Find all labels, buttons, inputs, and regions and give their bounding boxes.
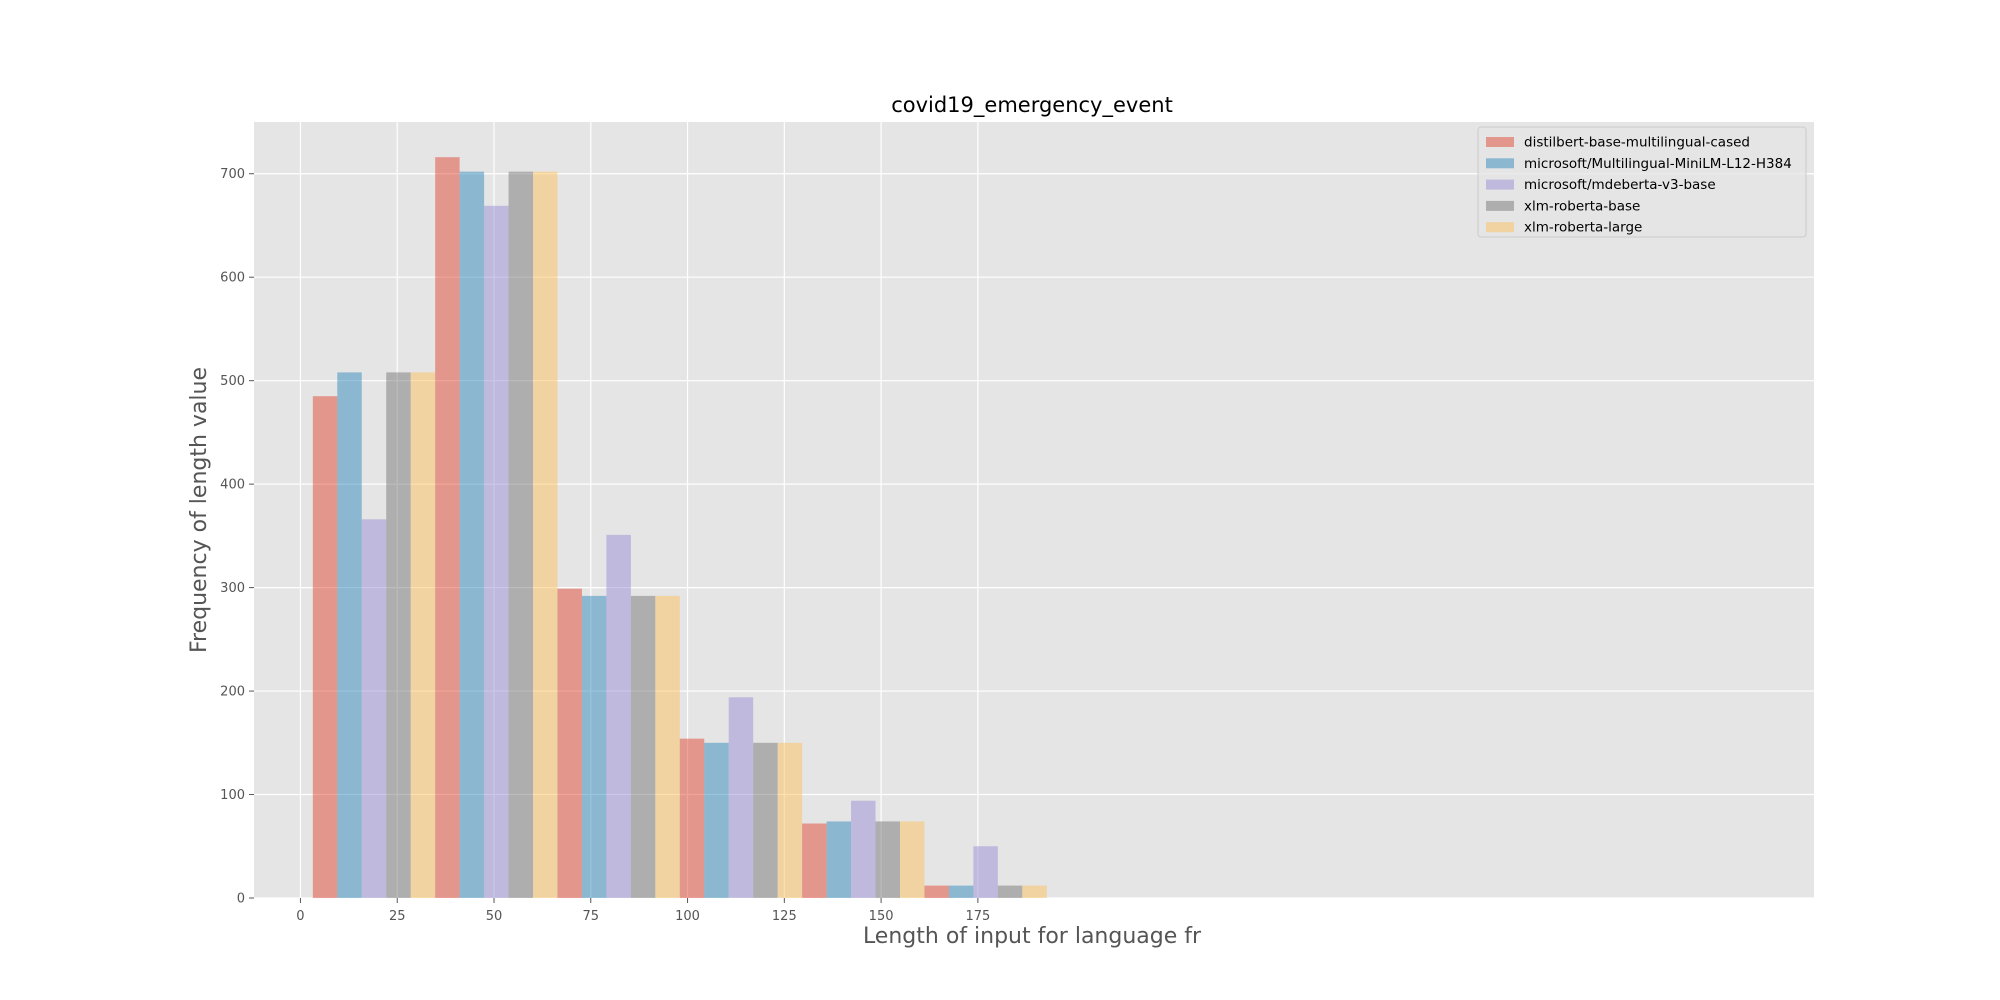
bar xyxy=(410,372,436,898)
bar xyxy=(337,372,362,898)
bar xyxy=(386,372,411,898)
bar xyxy=(484,205,509,899)
legend-label: xlm-roberta-large xyxy=(1524,220,1642,236)
x-tick-label: 50 xyxy=(486,909,503,924)
bar xyxy=(899,821,925,898)
bar xyxy=(1022,885,1047,898)
y-tick-label: 700 xyxy=(220,167,245,182)
bar xyxy=(973,846,998,898)
bars xyxy=(312,157,1047,899)
bar xyxy=(459,171,485,898)
bar xyxy=(802,823,827,898)
bar xyxy=(875,821,900,898)
bar xyxy=(777,742,803,898)
y-tick-label: 0 xyxy=(237,892,245,907)
legend-frame xyxy=(1477,126,1807,238)
y-tick-label: 500 xyxy=(220,374,245,389)
y-tick-label: 300 xyxy=(220,581,245,596)
bar xyxy=(557,588,582,898)
y-tick-label: 600 xyxy=(220,271,245,286)
legend-swatch xyxy=(1486,200,1514,211)
chart-title: covid19_emergency_event xyxy=(891,93,1173,118)
bar xyxy=(924,885,949,898)
bar xyxy=(753,742,778,898)
legend-label: microsoft/mdeberta-v3-base xyxy=(1524,177,1716,193)
legend: distilbert-base-multilingual-cased micros… xyxy=(1477,126,1807,238)
legend-swatch xyxy=(1486,179,1514,190)
bar xyxy=(851,800,876,898)
bar xyxy=(361,519,387,898)
x-tick-label: 175 xyxy=(965,909,990,924)
bar xyxy=(679,738,705,898)
bar xyxy=(435,157,460,899)
x-axis-label: Length of input for language fr xyxy=(863,924,1202,949)
x-tick-label: 125 xyxy=(772,909,797,924)
bar xyxy=(533,171,558,898)
x-tick-label: 25 xyxy=(389,909,406,924)
x-tick-label: 0 xyxy=(296,909,304,924)
bar xyxy=(704,742,729,898)
bar xyxy=(948,885,974,898)
legend-label: xlm-roberta-base xyxy=(1524,198,1640,214)
y-tick-label: 400 xyxy=(220,478,245,493)
x-tick-label: 100 xyxy=(675,909,700,924)
y-tick-label: 200 xyxy=(220,685,245,700)
bar xyxy=(581,595,607,898)
bar xyxy=(312,396,338,898)
bar xyxy=(630,595,656,898)
legend-swatch xyxy=(1486,137,1514,147)
bar xyxy=(826,821,852,898)
bar xyxy=(997,885,1023,898)
x-tick-label: 150 xyxy=(869,909,894,924)
y-tick-label: 100 xyxy=(220,788,245,803)
y-axis-label: Frequency of length value xyxy=(187,367,212,653)
ticks: 0 25 50 75 100 125 150 175 0 100 200 300 400 500 600 70… xyxy=(220,167,990,924)
x-tick-label: 75 xyxy=(583,909,600,924)
bar xyxy=(508,171,534,898)
bar xyxy=(655,595,680,898)
legend-swatch xyxy=(1486,158,1514,169)
legend-label: microsoft/Multilingual-MiniLM-L12-H384 xyxy=(1524,156,1792,172)
bar xyxy=(606,534,631,898)
legend-swatch xyxy=(1486,222,1514,233)
legend-label: distilbert-base-multilingual-cased xyxy=(1524,135,1750,151)
bar xyxy=(728,697,754,898)
